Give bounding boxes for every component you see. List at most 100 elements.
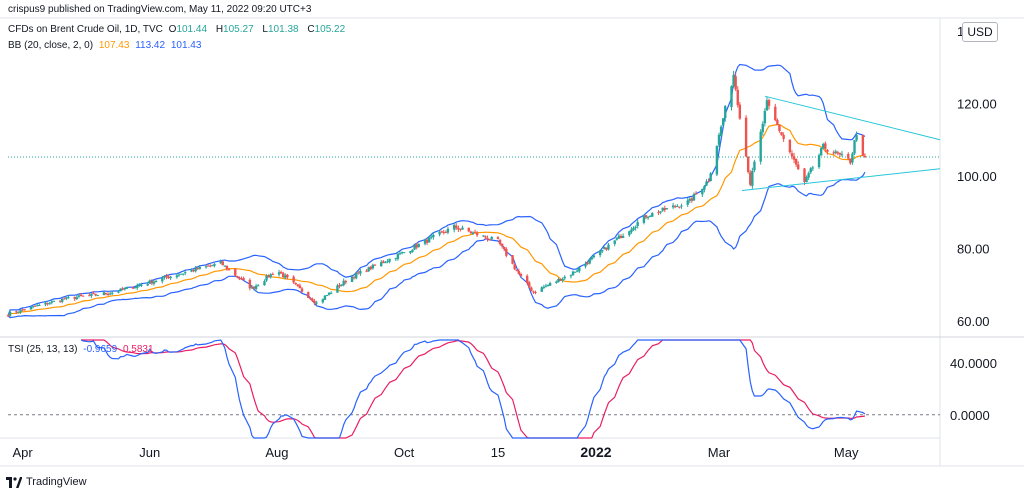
candle-body (705, 181, 708, 186)
candle-body (440, 231, 443, 233)
candle-body (400, 252, 404, 254)
candle (163, 275, 166, 280)
candle (238, 276, 241, 281)
candle-body (430, 236, 433, 238)
candle (250, 285, 254, 289)
currency-button[interactable]: USD (962, 22, 998, 42)
candle (819, 147, 823, 156)
candle-body (753, 161, 756, 171)
candle (546, 284, 550, 287)
candle (311, 297, 314, 303)
candle (267, 274, 270, 278)
candle-body (73, 296, 76, 300)
candle (292, 275, 295, 284)
candle-body (367, 267, 370, 272)
candle (534, 290, 537, 295)
candle-body (236, 276, 239, 278)
candle (519, 272, 523, 277)
candle (369, 265, 372, 271)
candle (29, 306, 33, 310)
candle-body (313, 300, 316, 304)
candle (321, 298, 325, 304)
candle (576, 268, 579, 273)
candle-body (161, 277, 164, 282)
candle-body (106, 293, 110, 295)
candle (254, 283, 258, 291)
candle (136, 283, 139, 290)
candle-body (19, 309, 22, 313)
candle-body (607, 244, 610, 250)
candle-body (75, 297, 79, 300)
candle (125, 286, 129, 290)
candle (17, 311, 20, 314)
candle-body (701, 189, 704, 195)
legend-bollinger[interactable]: BB (20, close, 2, 0) 107.43 113.42 101.4… (8, 40, 204, 51)
candle-body (517, 270, 521, 275)
candle (790, 150, 794, 160)
candle-body (851, 153, 854, 163)
legend-tsi[interactable]: TSI (25, 13, 13) -0.9659 0.5831 (8, 344, 157, 355)
candle (279, 270, 283, 274)
candle (15, 310, 18, 314)
candle (227, 268, 231, 271)
candle-body (111, 292, 114, 294)
candle-body (223, 265, 227, 267)
candle-body (782, 134, 785, 139)
candle (442, 229, 445, 235)
candle-body (832, 152, 835, 154)
candle (853, 140, 856, 156)
candle-body (325, 295, 329, 297)
candle-body (488, 239, 491, 241)
candle-body (138, 285, 141, 287)
candle (58, 300, 62, 303)
candle-body (680, 205, 683, 207)
candle-body (415, 244, 418, 248)
candle-body (432, 234, 435, 238)
candle (315, 300, 318, 306)
candle (121, 286, 124, 291)
candle (834, 149, 837, 155)
candle-body (530, 287, 533, 291)
candle (719, 125, 723, 137)
candle-body (6, 315, 10, 317)
candle (123, 287, 126, 291)
candle (165, 273, 168, 280)
candle-body (117, 291, 120, 293)
price-tick-label: 60.00 (957, 314, 990, 329)
candle (336, 283, 339, 293)
candle (161, 275, 164, 284)
candle-body (674, 206, 677, 208)
candle (65, 297, 68, 301)
candle-body (615, 238, 619, 240)
candle-body (388, 258, 391, 262)
candle-body (709, 173, 712, 182)
candle-body (576, 270, 579, 272)
candle (838, 152, 842, 158)
candle (396, 251, 400, 261)
candle (525, 274, 529, 285)
candle-body (671, 205, 675, 208)
candle (826, 149, 829, 155)
candle (106, 292, 110, 296)
candle (265, 274, 268, 283)
candle-body (248, 279, 252, 289)
candle (807, 171, 810, 181)
candle (517, 268, 521, 275)
candle (327, 292, 331, 296)
candle-body (738, 104, 742, 119)
candle (851, 151, 854, 165)
candle (619, 234, 623, 239)
candle-body (133, 287, 137, 289)
candle (190, 268, 193, 273)
candle-body (140, 284, 143, 286)
price-tick-label: 80.00 (957, 242, 990, 257)
candle-body (651, 212, 654, 217)
footer-brand[interactable]: TradingView (6, 476, 87, 488)
candle-body (836, 152, 840, 154)
candle-body (855, 135, 858, 141)
tsi-tick-label: 40.0000 (950, 356, 997, 371)
candle-body (703, 186, 706, 190)
candle (108, 291, 112, 296)
candle-body (58, 300, 62, 302)
